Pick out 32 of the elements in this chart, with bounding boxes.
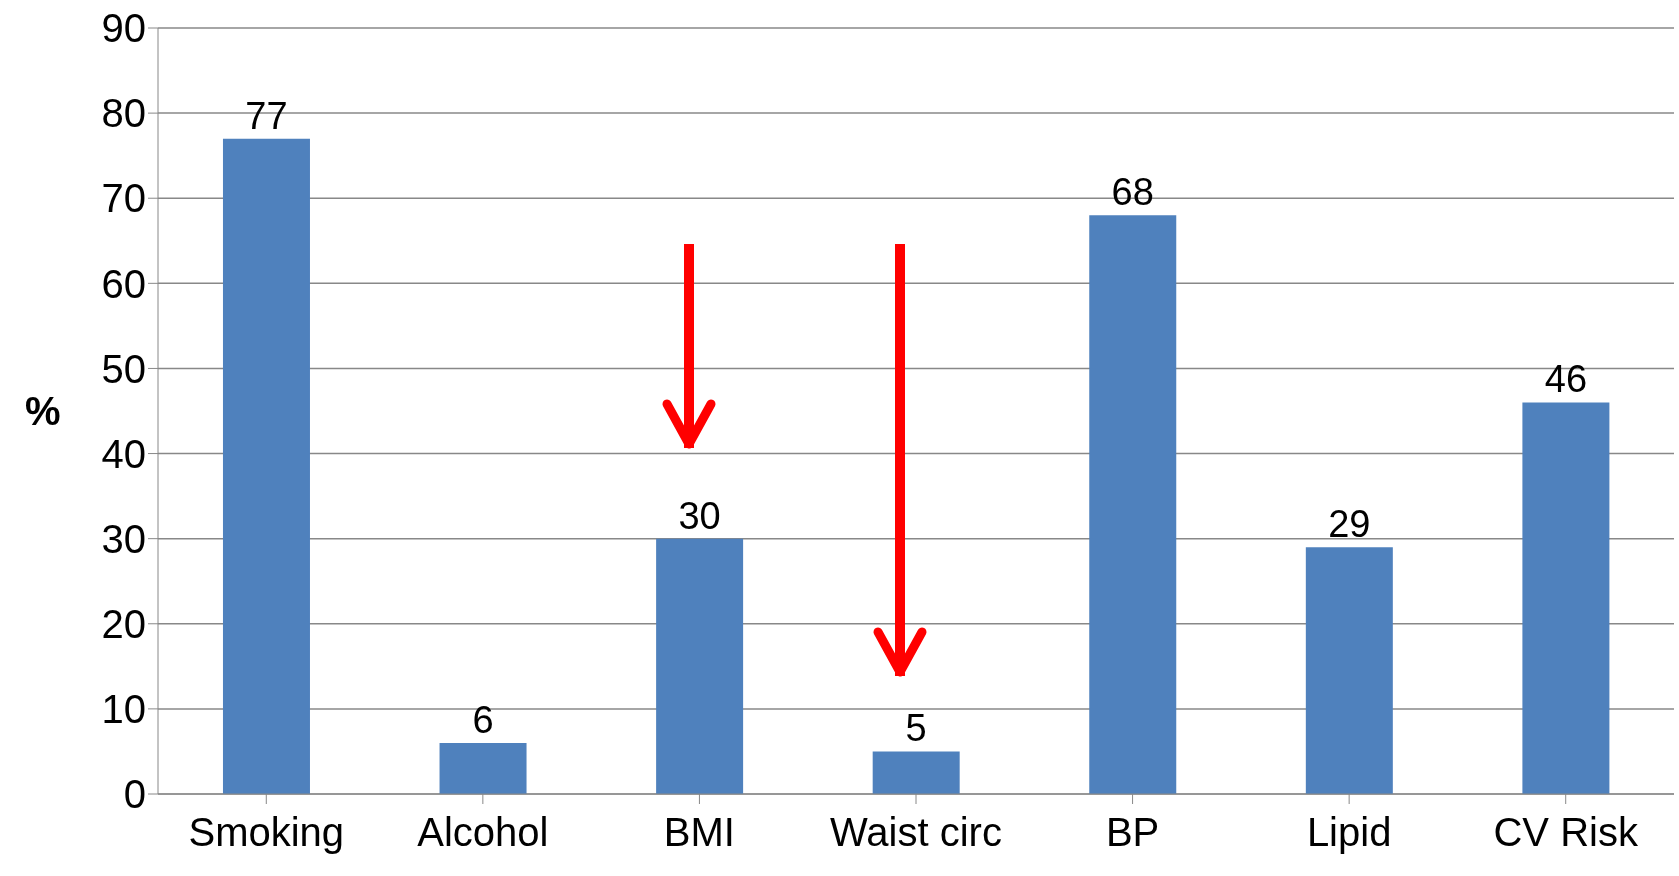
x-tick-label: Smoking [188,810,345,855]
y-tick-label: 80 [101,91,146,136]
data-label: 46 [1544,358,1588,401]
data-label: 5 [905,707,927,750]
x-tick-label: Waist circ [830,810,1002,855]
data-label: 77 [245,94,288,137]
y-tick-label: 90 [101,6,146,51]
data-label: 6 [472,698,494,741]
bar [1522,402,1610,794]
x-tick-label: CV Risk [1493,810,1639,855]
y-tick-label: 70 [101,176,146,221]
data-label: 30 [678,494,721,537]
y-axis-title: % [25,389,61,434]
bar [1305,547,1393,794]
x-tick-label: Lipid [1306,810,1392,855]
bar [222,138,310,794]
y-tick-label: 50 [101,346,146,391]
y-tick-label: 30 [101,516,146,561]
x-tick-label: BMI [663,810,735,855]
bar [439,742,527,794]
y-tick-label: 10 [101,687,146,732]
x-tick-label: BP [1105,810,1160,855]
bar [872,751,960,794]
bar [656,538,744,794]
data-label: 68 [1111,171,1154,214]
y-tick-label: 20 [101,601,146,646]
bar [1089,215,1177,794]
data-label: 29 [1328,503,1371,546]
y-tick-label: 40 [101,431,146,476]
y-tick-label: 0 [123,772,146,817]
y-tick-label: 60 [101,261,146,306]
x-tick-label: Alcohol [417,810,549,855]
